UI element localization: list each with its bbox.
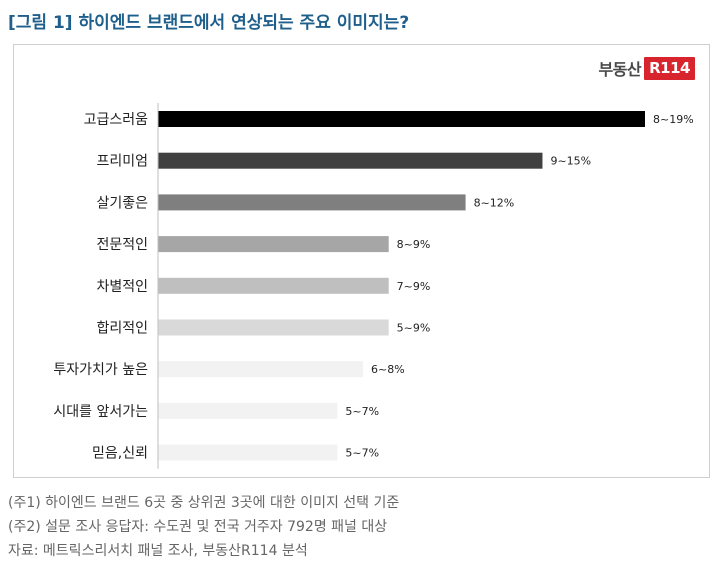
category-label: 살기좋은 [96, 195, 148, 211]
bar-chart: 고급스러움 8~19% 프리미엄 9~15% 살기좋은 8~12% 전문적인 8~9% 차별적인… [53, 103, 694, 469]
bar [158, 444, 338, 461]
bar [158, 361, 364, 378]
bar [158, 152, 543, 169]
data-label: 9~15% [550, 155, 591, 168]
data-label: 8~12% [474, 196, 515, 209]
page-title: [그림 1] 하이엔드 브랜드에서 연상되는 주요 이미지는? [8, 13, 410, 33]
source-note: 자료: 메트릭스리서치 패널 조사, 부동산R114 분석 [8, 543, 308, 559]
bar [158, 236, 389, 253]
category-label: 시대를 앞서가는 [53, 404, 148, 420]
footnote-2: (주2) 설문 조사 응답자: 수도권 및 전국 거주자 792명 패널 대상 [8, 519, 388, 535]
category-label: 프리미엄 [96, 154, 148, 170]
category-label: 전문적인 [96, 237, 148, 253]
data-label: 6~8% [371, 363, 405, 376]
data-label: 8~9% [397, 238, 431, 251]
bar [158, 319, 389, 336]
chart-panel: 부동산 R114 고급스러움 8~19% 프리미엄 9~15% 살기좋은 8~12% 전문적… [13, 44, 710, 478]
data-label: 5~7% [345, 405, 379, 418]
bar [158, 277, 389, 294]
category-label: 투자가치가 높은 [53, 362, 148, 378]
bar [158, 194, 466, 211]
data-label: 5~9% [397, 322, 431, 335]
data-label: 5~7% [345, 447, 379, 460]
bar [158, 402, 338, 419]
category-label: 고급스러움 [84, 112, 149, 128]
brand-logo: 부동산 R114 [598, 56, 695, 80]
category-label: 차별적인 [96, 279, 148, 295]
brand-logo-badge: R114 [644, 56, 695, 80]
data-label: 7~9% [397, 280, 431, 293]
bar [158, 111, 645, 127]
category-label: 믿음,신뢰 [92, 446, 148, 462]
brand-logo-text: 부동산 [598, 60, 642, 79]
footnote-1: (주1) 하이엔드 브랜드 6곳 중 상위권 3곳에 대한 이미지 선택 기준 [8, 495, 400, 511]
category-label: 합리적인 [96, 321, 148, 337]
data-label: 8~19% [653, 113, 694, 126]
